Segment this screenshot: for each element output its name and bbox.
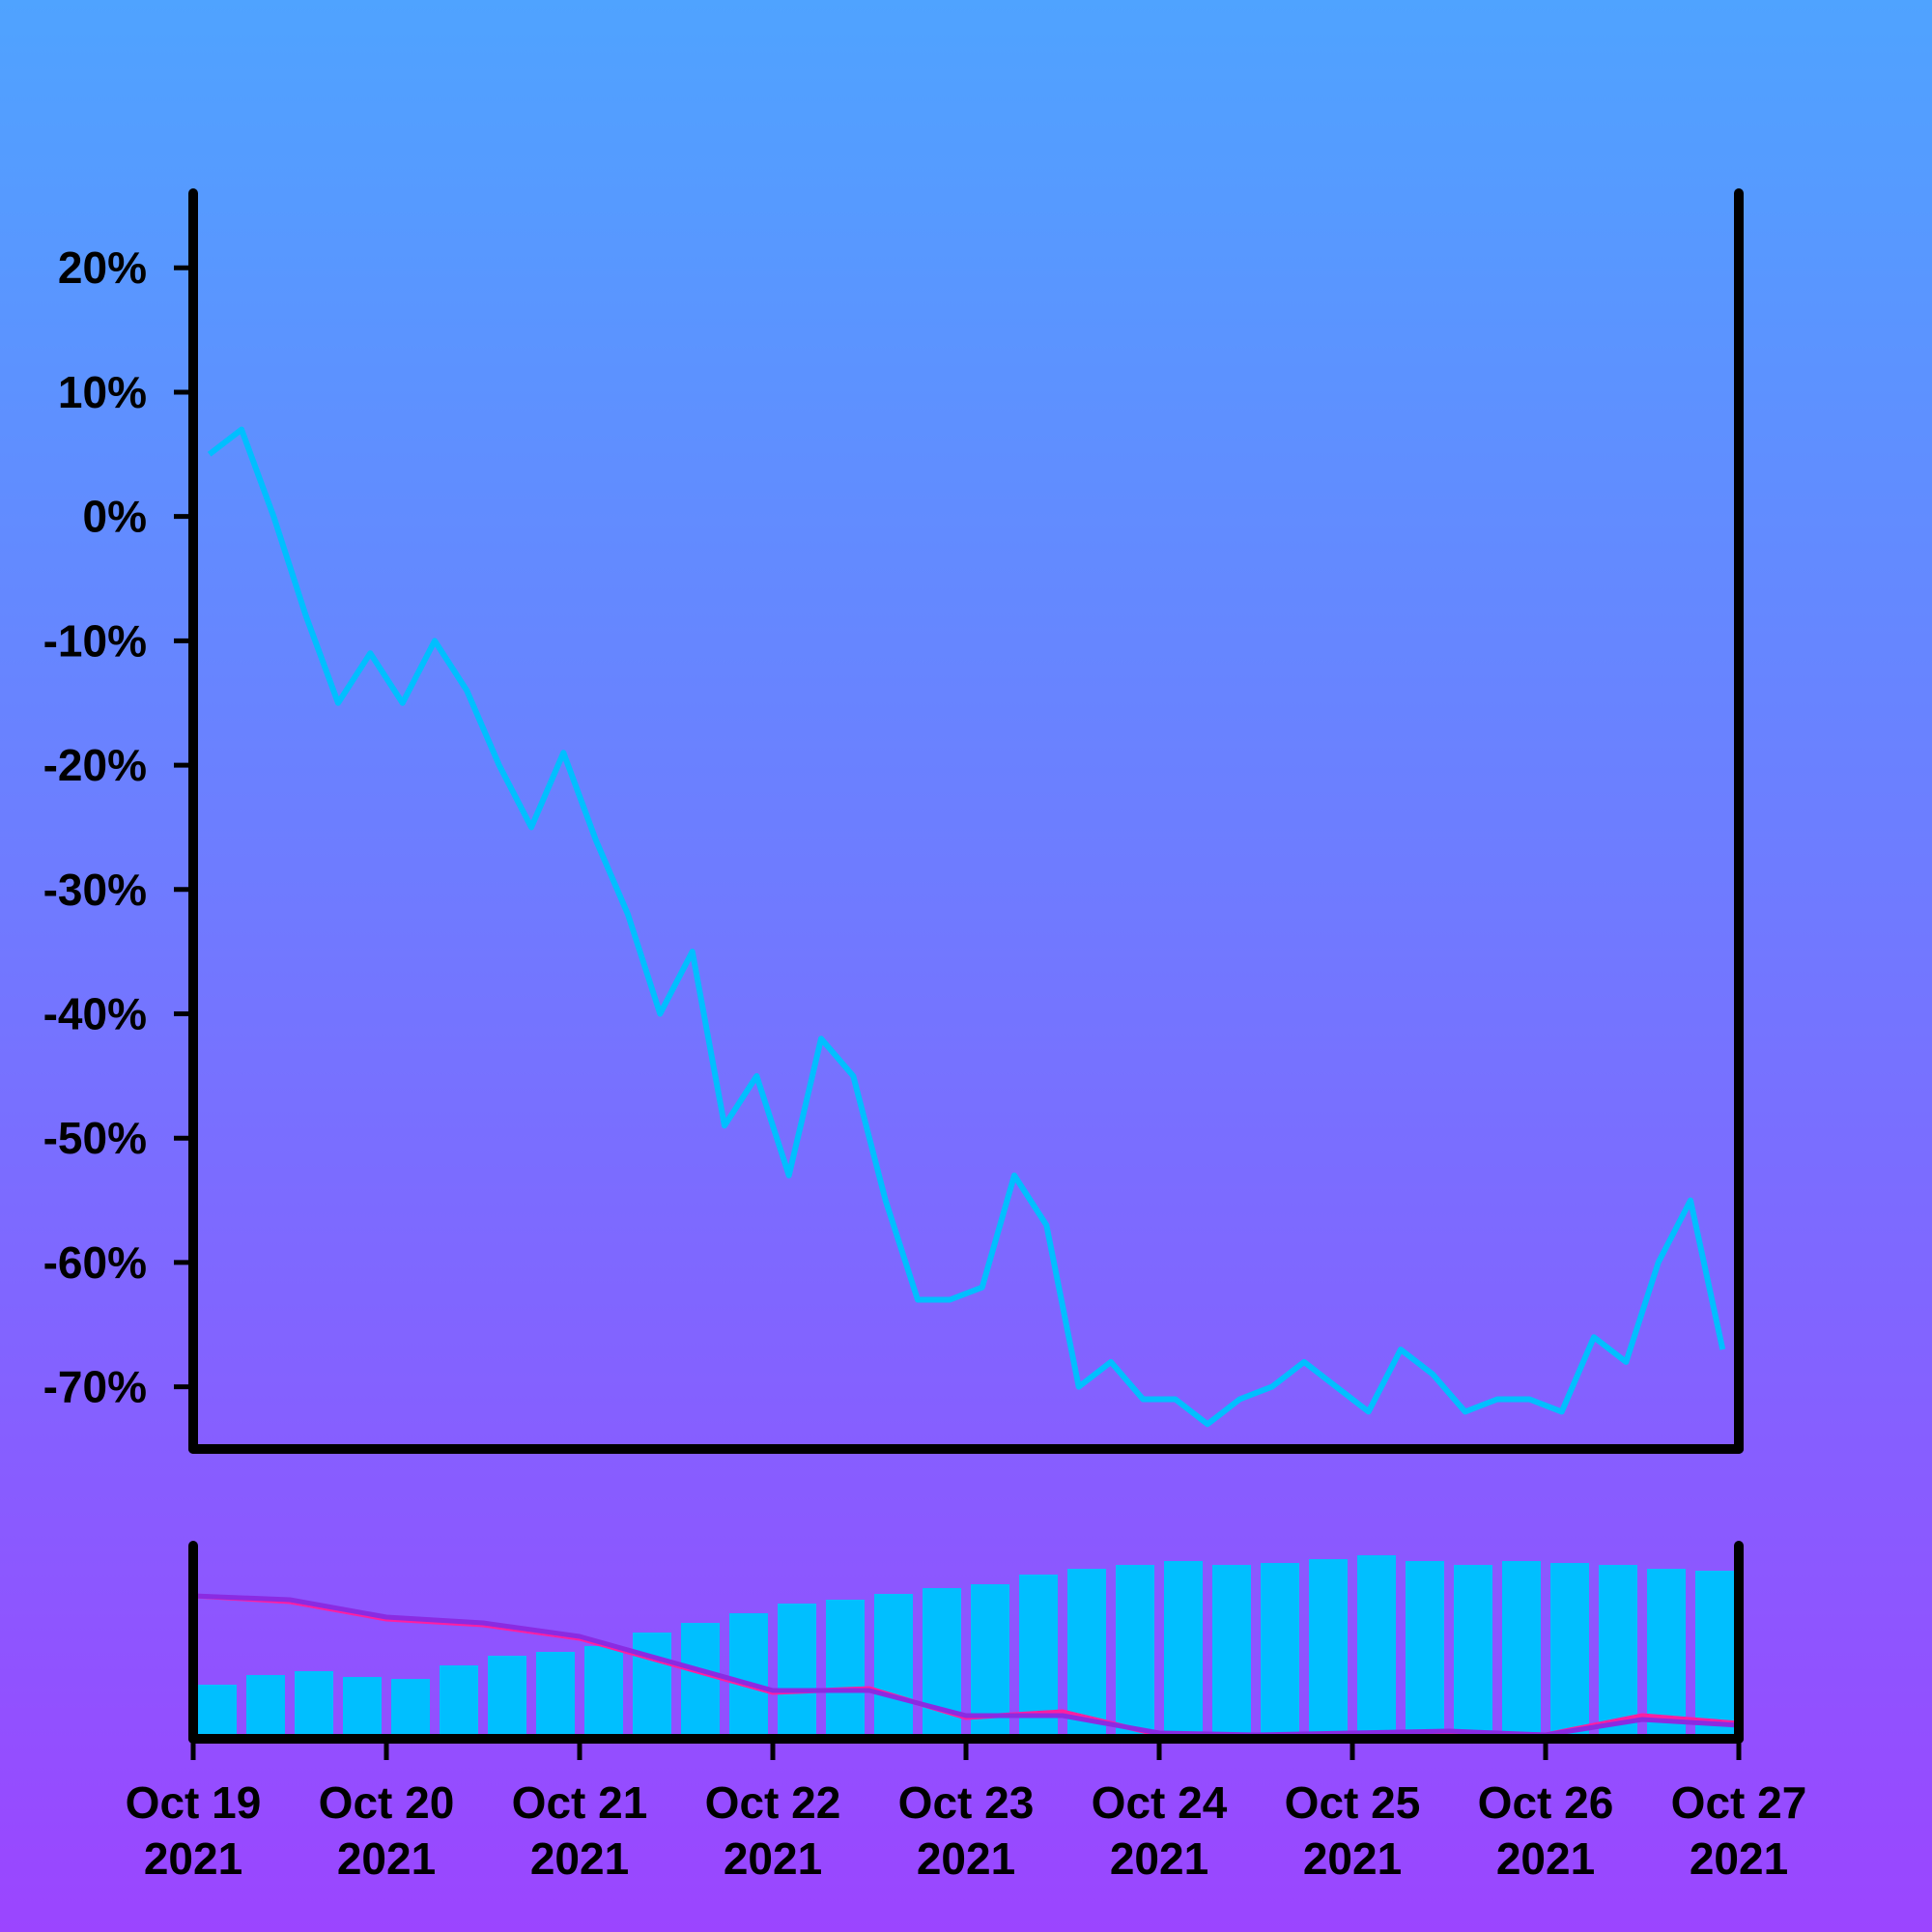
x-tick-label: Oct 22 2021 — [705, 1777, 841, 1884]
price-line — [207, 426, 1726, 1428]
volume-bar — [246, 1675, 285, 1739]
y-tick-label: -10% — [43, 615, 147, 666]
volume-bar — [1550, 1563, 1589, 1739]
volume-bar — [198, 1685, 237, 1739]
y-tick-label: -50% — [43, 1113, 147, 1163]
volume-bars — [198, 1555, 1734, 1739]
volume-bar — [295, 1671, 333, 1739]
volume-bar — [584, 1646, 623, 1739]
x-tick-label: Oct 27 2021 — [1671, 1777, 1807, 1884]
volume-bar — [826, 1600, 865, 1739]
volume-bar — [1261, 1563, 1299, 1739]
average-line-2 — [192, 1593, 1740, 1738]
x-tick-label: Oct 23 2021 — [898, 1777, 1035, 1884]
volume-bar — [1406, 1561, 1444, 1739]
volume-bar — [1212, 1565, 1251, 1739]
volume-bar — [1309, 1559, 1348, 1739]
x-tick-label: Oct 19 2021 — [126, 1777, 262, 1884]
y-tick-label: -40% — [43, 989, 147, 1039]
x-tick-marks — [190, 1739, 1742, 1760]
volume-bar — [681, 1623, 720, 1739]
volume-bar — [488, 1656, 526, 1739]
y-tick-label: -20% — [43, 740, 147, 790]
volume-bar — [1695, 1571, 1734, 1739]
volume-bar — [1067, 1569, 1106, 1739]
volume-bar — [729, 1613, 768, 1739]
x-tick-label: Oct 24 2021 — [1092, 1777, 1228, 1884]
volume-bar — [633, 1633, 671, 1739]
y-tick-label: -30% — [43, 865, 147, 915]
x-tick-label: Oct 21 2021 — [512, 1777, 648, 1884]
y-tick-label: 20% — [58, 242, 147, 293]
volume-bar — [1116, 1565, 1154, 1739]
volume-bar — [1357, 1555, 1396, 1739]
volume-bar — [536, 1652, 575, 1739]
volume-bar — [1164, 1561, 1203, 1739]
main-plot-frame — [188, 188, 1744, 1454]
volume-bar — [391, 1679, 430, 1739]
x-tick-label: Oct 20 2021 — [319, 1777, 455, 1884]
moving-average-lines — [192, 1593, 1740, 1740]
main-plot: 20% 10% 0% -10% -20% -30% -40% -50% -60% -70% — [43, 188, 1744, 1454]
volume-bar — [778, 1604, 816, 1739]
volume-bar — [1599, 1565, 1637, 1739]
y-tick-label: 10% — [58, 367, 147, 417]
volume-bar — [1502, 1561, 1541, 1739]
volume-bar — [874, 1594, 913, 1739]
volume-bar — [343, 1677, 382, 1739]
volume-bar — [440, 1665, 478, 1739]
y-tick-label: 0% — [83, 492, 147, 542]
price-series — [207, 426, 1726, 1428]
volume-bar — [1454, 1565, 1492, 1739]
x-tick-label: Oct 25 2021 — [1285, 1777, 1421, 1884]
y-tick-labels: 20% 10% 0% -10% -20% -30% -40% -50% -60% -70% — [43, 242, 147, 1411]
x-tick-labels: Oct 19 2021 Oct 20 2021 Oct 21 2021 Oct 22 2021… — [126, 1777, 1807, 1884]
y-tick-label: -70% — [43, 1362, 147, 1412]
x-tick-label: Oct 26 2021 — [1478, 1777, 1614, 1884]
volume-plot: Oct 19 2021 Oct 20 2021 Oct 21 2021 Oct 22 2021… — [126, 1541, 1807, 1884]
volume-bar — [1647, 1569, 1686, 1739]
y-tick-label: -60% — [43, 1237, 147, 1288]
